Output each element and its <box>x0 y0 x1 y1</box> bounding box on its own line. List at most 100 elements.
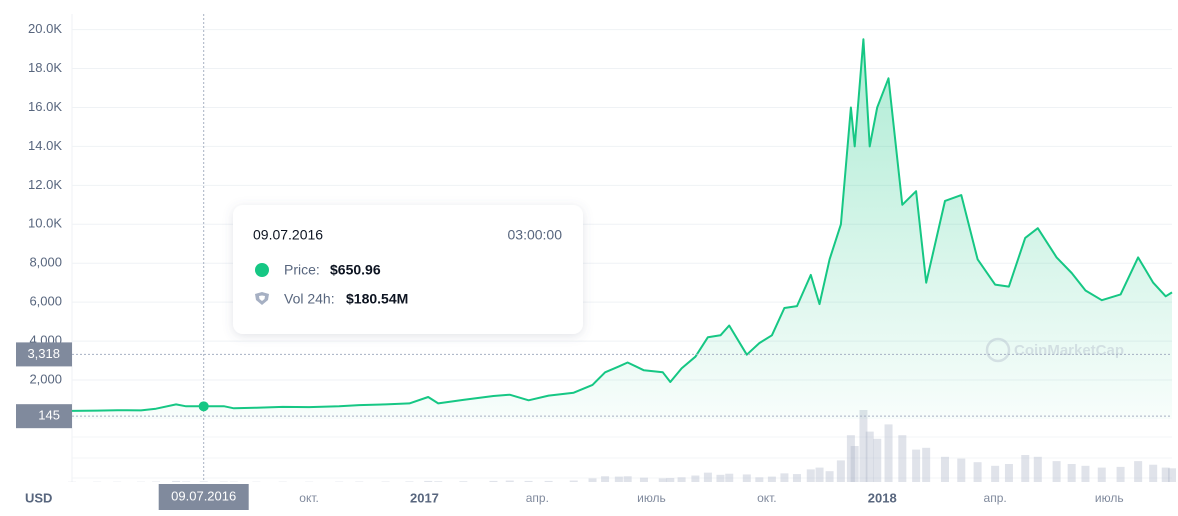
x-tick-label: апр. <box>526 491 549 505</box>
volume-bar <box>172 480 181 482</box>
volume-bar <box>639 477 648 482</box>
y-tick-label: 14.0K <box>28 138 62 153</box>
volume-bar <box>940 456 949 482</box>
volume-bar <box>873 438 882 482</box>
volume-bar <box>489 480 498 482</box>
crosshair-x-box <box>158 484 249 510</box>
volume-bar <box>588 478 597 482</box>
y-tick-label: 18.0K <box>28 60 62 75</box>
y-tick-label: 2,000 <box>29 371 62 386</box>
volume-bar <box>677 477 686 482</box>
watermark-text: CoinMarketCap <box>1014 342 1124 359</box>
price-label: Price: <box>284 262 320 278</box>
volume-bar <box>1004 464 1013 482</box>
volume-bar <box>859 410 868 482</box>
volume-bar <box>815 467 824 482</box>
plot <box>71 38 1173 420</box>
volume-bar <box>1081 465 1090 482</box>
x-tick-label: 2017 <box>410 490 439 505</box>
volume-bar <box>825 471 834 482</box>
volume-bar <box>767 476 776 482</box>
volume-bar <box>1161 467 1170 482</box>
axes: 2,0004,0006,0008,00010.0K12.0K14.0K16.0K… <box>16 14 1172 510</box>
volume-bar <box>569 480 578 482</box>
x-tick-label: 2018 <box>868 490 897 505</box>
volume-label: Vol 24h: <box>284 291 335 307</box>
volume-bar <box>623 476 632 482</box>
volume-bar <box>806 469 815 482</box>
volume-bar <box>1134 461 1143 482</box>
volume-bar <box>846 435 855 482</box>
tooltip-time: 03:00:00 <box>508 227 563 243</box>
tooltip: 09.07.2016 03:00:00 Price: $650.96 Vol 2… <box>233 205 583 334</box>
volume-bar <box>922 447 931 482</box>
volume-bar <box>850 446 859 482</box>
y-tick-label: 16.0K <box>28 99 62 114</box>
volume-bar <box>1052 461 1061 482</box>
volume-bar <box>691 475 700 482</box>
min-label: 145 <box>38 408 60 423</box>
volume-bar <box>836 460 845 482</box>
volume-bar <box>505 480 514 482</box>
volume-bar <box>658 478 667 482</box>
x-tick-label: июль <box>637 491 666 505</box>
volume-bar <box>884 424 893 482</box>
volume-bar <box>524 480 533 482</box>
min-box <box>16 404 72 429</box>
volume-bar <box>1116 466 1125 482</box>
volume-bar <box>459 481 468 482</box>
volume-bar <box>898 435 907 482</box>
volume-value: $180.54M <box>346 291 408 307</box>
x-tick-label: окт. <box>757 491 777 505</box>
currency-label: USD <box>25 490 52 505</box>
crosshair-y-box <box>16 342 72 367</box>
price-area <box>72 39 1172 420</box>
volume-bar <box>182 481 191 482</box>
volume-bars <box>68 410 1176 482</box>
volume-bar <box>865 431 874 482</box>
volume-bar <box>957 458 966 482</box>
volume-bar <box>424 480 433 482</box>
volume-bar <box>780 473 789 482</box>
crosshair-x-label: 09.07.2016 <box>171 488 236 503</box>
volume-icon-inner <box>259 295 265 301</box>
watermark-logo <box>985 337 1011 363</box>
volume-bar <box>199 481 208 482</box>
volume-bar <box>601 476 610 482</box>
volume-bar <box>666 478 675 482</box>
volume-bar <box>1097 467 1106 482</box>
price-dot <box>255 263 269 277</box>
volume-bar <box>405 481 414 482</box>
volume-bar <box>1033 456 1042 482</box>
volume-bar <box>703 472 712 482</box>
grid <box>71 14 1172 482</box>
volume-bar <box>1149 464 1158 482</box>
crosshair-y-label: 3,318 <box>27 346 60 361</box>
volume-bar <box>725 473 734 482</box>
volume-bar <box>716 474 725 482</box>
y-tick-label: 10.0K <box>28 216 62 231</box>
y-tick-label: 20.0K <box>28 21 62 36</box>
volume-bar <box>1021 455 1030 482</box>
volume-bar <box>614 476 623 482</box>
tooltip-date: 09.07.2016 <box>253 227 323 243</box>
x-tick-label: апр. <box>984 491 1007 505</box>
volume-bar <box>434 481 443 482</box>
x-tick-label: июль <box>1095 491 1124 505</box>
hover-point <box>198 401 209 412</box>
volume-bar <box>912 449 921 482</box>
volume-bar <box>792 474 801 482</box>
volume-bar <box>1067 464 1076 482</box>
volume-bar <box>991 465 1000 482</box>
volume-bar <box>1168 468 1176 482</box>
volume-bar <box>755 477 764 482</box>
volume-bar <box>544 480 553 482</box>
y-tick-label: 12.0K <box>28 177 62 192</box>
y-tick-label: 6,000 <box>29 294 62 309</box>
tooltip-box <box>233 205 583 334</box>
price-value: $650.96 <box>330 262 381 278</box>
y-tick-label: 8,000 <box>29 255 62 270</box>
volume-bar <box>973 462 982 482</box>
price-line <box>71 38 1173 412</box>
